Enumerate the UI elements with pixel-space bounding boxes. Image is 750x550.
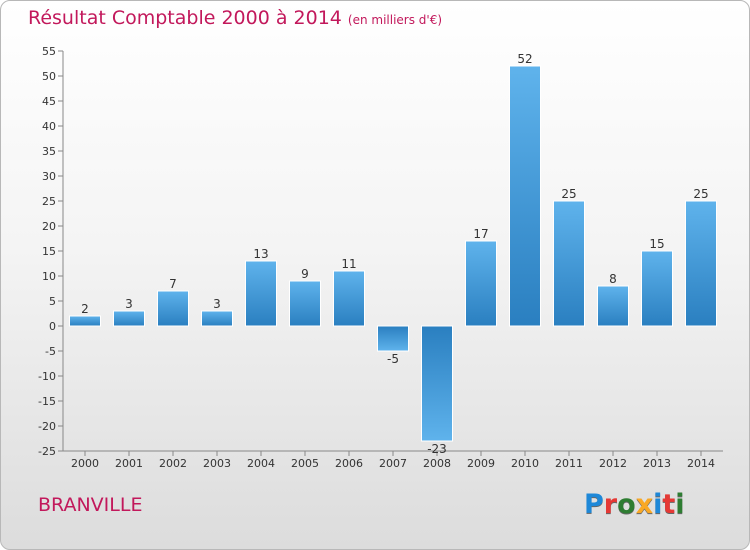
bar-2009 — [465, 240, 497, 327]
bar-2008 — [421, 325, 453, 442]
y-tick-label: 10 — [42, 270, 56, 283]
x-tick-label: 2013 — [643, 457, 671, 470]
chart-data-labels: 2 3 7 3 13 9 11 -5 -23 17 52 25 8 15 25 — [81, 52, 708, 456]
data-label-2012: 8 — [609, 272, 617, 286]
y-tick-label: -5 — [45, 345, 56, 358]
town-name: BRANVILLE — [38, 494, 143, 516]
x-tick-label: 2004 — [247, 457, 275, 470]
y-tick-label: 30 — [42, 170, 56, 183]
x-tick-label: 2009 — [467, 457, 495, 470]
y-tick-label: 35 — [42, 145, 56, 158]
bar-2004 — [245, 260, 277, 327]
data-label-2009: 17 — [473, 227, 488, 241]
chart-bars — [69, 65, 717, 442]
logo-letter: i — [675, 489, 685, 520]
y-tick-label: -10 — [38, 370, 56, 383]
logo-letter: P — [584, 489, 604, 520]
x-tick-label: 2007 — [379, 457, 407, 470]
data-label-2014: 25 — [693, 187, 708, 201]
bar-2012 — [597, 285, 629, 327]
data-label-2003: 3 — [213, 297, 221, 311]
data-label-2001: 3 — [125, 297, 133, 311]
logo-letter: o — [617, 489, 636, 520]
data-label-2008: -23 — [427, 442, 447, 456]
x-tick-label: 2005 — [291, 457, 319, 470]
bar-2007 — [377, 325, 409, 352]
data-label-2010: 52 — [517, 52, 532, 66]
bar-2010 — [509, 65, 541, 327]
x-tick-label: 2011 — [555, 457, 583, 470]
chart-axes: -25 -20 -15 -10 -5 0 5 10 15 20 25 30 35 40 45 50 55 2000… — [38, 45, 723, 470]
y-tick-label: 45 — [42, 95, 56, 108]
logo-letter: i — [653, 489, 663, 520]
bar-2002 — [157, 290, 189, 327]
chart-title-unit: (en milliers d'€) — [347, 13, 443, 27]
bar-2003 — [201, 310, 233, 327]
proxiti-logo: Proxiti — [584, 489, 685, 520]
y-tick-label: 20 — [42, 220, 56, 233]
chart-title: Résultat Comptable 2000 à 2014 (en millie… — [28, 7, 442, 29]
data-label-2002: 7 — [169, 277, 177, 291]
x-tick-label: 2014 — [687, 457, 715, 470]
y-tick-label: 55 — [42, 45, 56, 58]
data-label-2013: 15 — [649, 237, 664, 251]
bar-2006 — [333, 270, 365, 327]
x-tick-label: 2008 — [423, 457, 451, 470]
bar-2011 — [553, 200, 585, 327]
y-tick-label: 0 — [49, 320, 56, 333]
data-label-2005: 9 — [301, 267, 309, 281]
y-tick-label: -15 — [38, 395, 56, 408]
x-tick-label: 2012 — [599, 457, 627, 470]
data-label-2000: 2 — [81, 302, 89, 316]
chart-title-main: Résultat Comptable 2000 à 2014 — [28, 7, 342, 29]
y-tick-label: 25 — [42, 195, 56, 208]
y-tick-label: -25 — [38, 445, 56, 458]
bar-2005 — [289, 280, 321, 327]
y-tick-label: 5 — [49, 295, 56, 308]
bar-2001 — [113, 310, 145, 327]
logo-letter: t — [662, 489, 676, 520]
x-tick-label: 2006 — [335, 457, 363, 470]
bar-2000 — [69, 315, 101, 327]
logo-letter: x — [635, 489, 654, 520]
y-tick-label: -20 — [38, 420, 56, 433]
x-tick-label: 2000 — [71, 457, 99, 470]
data-label-2007: -5 — [387, 352, 399, 366]
y-tick-label: 15 — [42, 245, 56, 258]
x-tick-label: 2002 — [159, 457, 187, 470]
data-label-2006: 11 — [341, 257, 356, 271]
x-tick-label: 2001 — [115, 457, 143, 470]
bar-2014 — [685, 200, 717, 327]
bar-2013 — [641, 250, 673, 327]
logo-letter: r — [603, 489, 618, 520]
x-tick-label: 2010 — [511, 457, 539, 470]
x-tick-label: 2003 — [203, 457, 231, 470]
data-label-2004: 13 — [253, 247, 268, 261]
data-label-2011: 25 — [561, 187, 576, 201]
y-tick-label: 40 — [42, 120, 56, 133]
y-tick-label: 50 — [42, 70, 56, 83]
